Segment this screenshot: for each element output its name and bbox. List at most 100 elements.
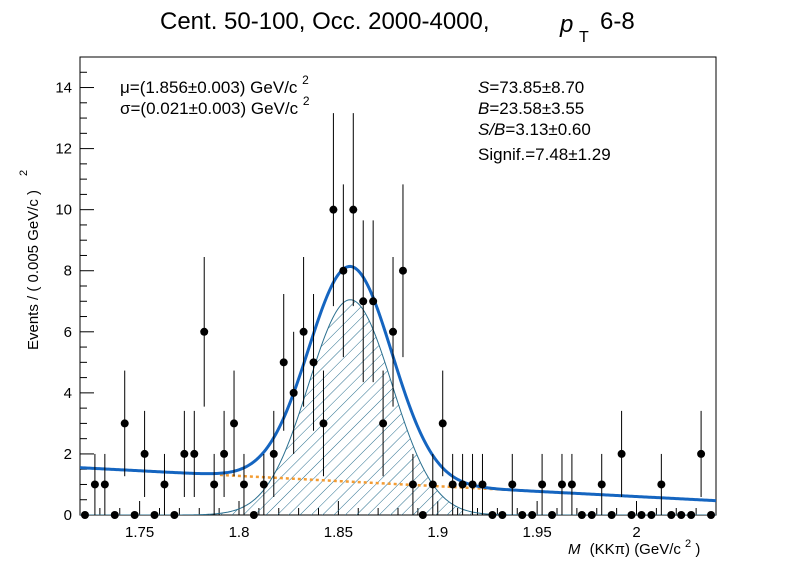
data-point: [567, 480, 576, 489]
data-point: [120, 419, 129, 428]
data-point: [200, 327, 209, 336]
data-point: [279, 358, 288, 367]
data-point: [329, 205, 338, 214]
annotation-significance: Signif.=7.48±1.29: [478, 145, 611, 164]
data-point: [269, 449, 278, 458]
data-point: [239, 480, 248, 489]
data-point: [309, 358, 318, 367]
data-point: [190, 449, 199, 458]
x-tick-label: 2: [632, 524, 640, 541]
data-point: [577, 511, 586, 519]
data-point: [587, 511, 596, 519]
y-tick-label: 12: [55, 141, 72, 158]
data-point: [538, 480, 547, 489]
y-tick-label: 4: [64, 385, 72, 402]
fit-curves: [80, 264, 716, 515]
data-point: [339, 266, 348, 275]
data-point: [508, 480, 517, 489]
data-point: [458, 480, 467, 489]
data-point: [418, 511, 427, 519]
annotation-mu: μ=(1.856±0.003) GeV/c 2: [120, 73, 309, 97]
x-tick-label: 1.8: [229, 524, 250, 541]
data-point: [319, 419, 328, 428]
data-point: [438, 419, 447, 428]
x-axis-title-superscript: 2: [685, 538, 691, 550]
data-point: [677, 511, 686, 519]
data-point: [667, 511, 676, 519]
data-point: [408, 480, 417, 489]
y-tick-label: 8: [64, 263, 72, 280]
y-axis-title: Events / ( 0.005 GeV/c ): [25, 190, 42, 350]
x-tick-label: 1.85: [324, 524, 353, 541]
data-point: [398, 266, 407, 275]
data-point: [220, 449, 229, 458]
data-point: [488, 511, 497, 519]
x-axis-title-var: M: [568, 541, 581, 558]
title-pt-subscript: T: [579, 29, 589, 46]
y-tick-label: 6: [64, 324, 72, 341]
data-point: [448, 480, 457, 489]
data-point: [637, 511, 646, 519]
data-point: [349, 205, 358, 214]
data-point: [468, 480, 477, 489]
x-axis-title-close: ): [695, 541, 700, 558]
signal-hatched-area: [80, 299, 716, 515]
data-point: [110, 511, 119, 519]
data-point: [160, 480, 169, 489]
data-point: [369, 297, 378, 306]
annotation-sigma: σ=(0.021±0.003) GeV/c 2: [120, 94, 310, 118]
data-point: [359, 297, 368, 306]
y-tick-label: 14: [55, 80, 72, 97]
data-point: [617, 449, 626, 458]
data-point: [289, 388, 298, 397]
data-point: [597, 480, 606, 489]
data-point: [299, 327, 308, 336]
x-axis-title: M (KKπ) (GeV/c 2 ): [568, 534, 700, 558]
signal-curve: [80, 299, 716, 515]
chart-title: Cent. 50-100, Occ. 2000-4000,: [160, 8, 490, 35]
data-point: [210, 480, 219, 489]
data-point: [249, 511, 258, 519]
data-point: [687, 511, 696, 519]
x-tick-label: 1.95: [523, 524, 552, 541]
data-point: [607, 511, 616, 519]
data-point: [557, 480, 566, 489]
y-axis-ticks: 0 2 4 6 8 10 12 14: [55, 56, 94, 524]
y-tick-label: 2: [64, 446, 72, 463]
data-point: [647, 511, 656, 519]
data-point: [389, 327, 398, 336]
title-range: 6-8: [600, 8, 635, 35]
annotation-signal: S=73.85±8.70: [478, 78, 584, 97]
data-point: [100, 480, 109, 489]
y-tick-label: 0: [64, 507, 72, 524]
x-tick-label: 1.75: [125, 524, 154, 541]
data-point: [697, 449, 706, 458]
data-point: [379, 419, 388, 428]
data-point: [230, 419, 239, 428]
data-point: [478, 480, 487, 489]
data-points: [80, 113, 716, 519]
data-point: [627, 511, 636, 519]
annotation-s-over-b: S/B=3.13±0.60: [478, 120, 591, 139]
data-point: [150, 511, 159, 519]
data-point: [518, 511, 527, 519]
y-tick-label: 10: [55, 202, 72, 219]
data-point: [90, 480, 99, 489]
data-point: [170, 511, 179, 519]
total-fit-curve: [80, 264, 716, 503]
data-point: [180, 449, 189, 458]
data-point: [130, 511, 139, 519]
data-point: [707, 511, 716, 519]
data-point: [498, 511, 507, 519]
data-point: [259, 480, 268, 489]
y-axis-title-superscript: 2: [18, 170, 30, 176]
data-point: [657, 480, 666, 489]
data-point: [428, 480, 437, 489]
x-axis-title-unit: (KKπ) (GeV/c: [590, 541, 682, 558]
data-point: [548, 511, 557, 519]
annotation-background: B=23.58±3.55: [478, 99, 584, 118]
data-point: [528, 511, 537, 519]
x-tick-label: 1.9: [427, 524, 448, 541]
data-point: [80, 511, 89, 519]
